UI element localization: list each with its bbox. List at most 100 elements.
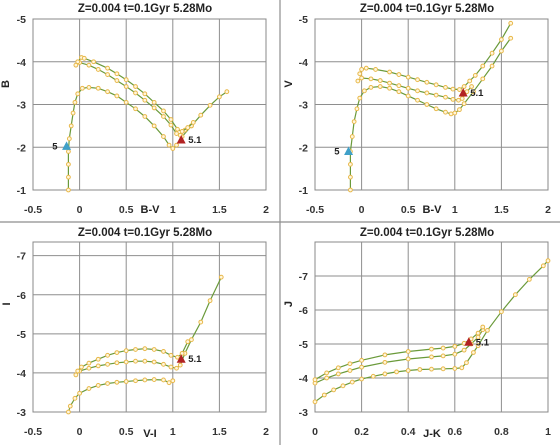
data-point bbox=[95, 363, 101, 369]
data-point bbox=[166, 142, 172, 148]
data-point bbox=[429, 354, 434, 360]
data-point bbox=[405, 368, 411, 373]
x-tick-label: 1.5 bbox=[494, 204, 509, 216]
data-point bbox=[526, 277, 532, 282]
data-point bbox=[73, 372, 79, 378]
chart-b-vs-bv: -1 -2 -3 -4 -5 -0.5 0 0.5 1 1.5 2 Z=0.004 t=0.1Gyr … bbox=[0, 3, 269, 216]
data-point bbox=[66, 161, 71, 167]
marker-blue-triangle bbox=[344, 146, 354, 156]
data-point bbox=[415, 97, 420, 103]
data-point bbox=[66, 149, 71, 154]
data-point bbox=[170, 146, 176, 151]
data-point bbox=[207, 298, 213, 304]
data-point bbox=[77, 390, 82, 396]
data-point bbox=[166, 380, 172, 386]
data-point bbox=[452, 366, 458, 371]
data-point bbox=[190, 120, 196, 125]
chart-j-vs-jk: -3 -4 -5 -6 -7 0 0.2 0.4 0.6 0.8 1 Z=0.004 t=0.1Gyr… bbox=[283, 227, 551, 440]
data-point bbox=[340, 383, 346, 389]
data-point bbox=[86, 62, 92, 68]
data-point bbox=[424, 79, 430, 85]
data-point bbox=[405, 93, 411, 99]
data-point bbox=[224, 89, 230, 95]
data-point bbox=[161, 114, 166, 119]
x-tick-label: 0.8 bbox=[494, 426, 509, 438]
data-point bbox=[415, 77, 420, 83]
marker-label: 5.1 bbox=[188, 354, 202, 365]
data-point bbox=[461, 84, 467, 89]
y-tick-label: -7 bbox=[299, 271, 308, 283]
data-point bbox=[508, 20, 514, 26]
data-point bbox=[363, 65, 369, 71]
data-point bbox=[457, 107, 462, 113]
data-point bbox=[429, 366, 434, 372]
plot-frame bbox=[314, 241, 549, 413]
data-point bbox=[66, 174, 71, 180]
data-point bbox=[331, 387, 337, 393]
data-point bbox=[189, 337, 194, 343]
data-point bbox=[348, 161, 353, 167]
x-tick-label: -0.5 bbox=[24, 204, 42, 216]
chart-title: Z=0.004 t=0.1Gyr 5.28Mo bbox=[78, 227, 212, 239]
data-point bbox=[387, 80, 392, 86]
marker-red-triangle bbox=[458, 87, 468, 97]
y-tick-label: -4 bbox=[299, 57, 308, 69]
data-point bbox=[161, 361, 166, 367]
data-point bbox=[394, 369, 399, 375]
data-point bbox=[359, 376, 364, 382]
x-tick-label: -0.5 bbox=[306, 204, 324, 216]
data-point bbox=[133, 84, 138, 89]
data-point bbox=[95, 67, 101, 72]
data-point bbox=[174, 131, 179, 136]
data-point bbox=[142, 346, 148, 352]
y-tick-label: -2 bbox=[17, 142, 26, 154]
data-point bbox=[151, 105, 157, 111]
data-point bbox=[387, 85, 392, 91]
data-point bbox=[86, 360, 92, 366]
data-point bbox=[95, 356, 101, 362]
data-point bbox=[321, 392, 327, 398]
data-point bbox=[72, 395, 78, 401]
series-line bbox=[77, 56, 194, 133]
data-point bbox=[170, 378, 176, 384]
y-tick-label: -3 bbox=[17, 407, 26, 419]
data-point bbox=[347, 368, 353, 373]
y-tick-label: -4 bbox=[299, 373, 308, 385]
x-tick-label: 0.2 bbox=[354, 426, 369, 438]
data-point bbox=[368, 76, 374, 82]
x-tick-label: 0 bbox=[77, 204, 83, 216]
data-point bbox=[105, 65, 110, 71]
y-tick-label: -5 bbox=[17, 329, 26, 341]
data-point bbox=[105, 352, 110, 358]
y-tick-label: -3 bbox=[17, 100, 26, 112]
data-point bbox=[429, 346, 434, 352]
x-tick-label: 1 bbox=[170, 204, 176, 216]
data-point bbox=[133, 106, 138, 112]
marker-label: 5.1 bbox=[188, 135, 202, 146]
data-point bbox=[396, 72, 402, 77]
data-point bbox=[354, 106, 360, 112]
data-point bbox=[377, 78, 383, 83]
y-tick-label: -3 bbox=[299, 100, 308, 112]
data-point bbox=[459, 96, 465, 101]
y-tick-label: -5 bbox=[17, 14, 26, 26]
marker-red-triangle bbox=[176, 354, 186, 363]
chart-title: Z=0.004 t=0.1Gyr 5.28Mo bbox=[360, 227, 494, 239]
plot-frame bbox=[32, 241, 267, 413]
data-point bbox=[67, 403, 73, 409]
data-point bbox=[123, 84, 129, 89]
x-tick-label: 1 bbox=[452, 204, 458, 216]
x-axis-label: B-V bbox=[141, 204, 161, 216]
data-point bbox=[361, 88, 367, 94]
data-point bbox=[75, 59, 81, 65]
data-point bbox=[450, 86, 456, 92]
data-point bbox=[471, 350, 476, 355]
data-point bbox=[133, 378, 138, 384]
data-point bbox=[86, 386, 92, 391]
data-point bbox=[95, 383, 101, 388]
data-point bbox=[440, 366, 446, 372]
data-point bbox=[133, 347, 138, 352]
data-point bbox=[440, 345, 446, 351]
data-point bbox=[174, 142, 179, 148]
y-tick-label: -5 bbox=[299, 339, 308, 351]
